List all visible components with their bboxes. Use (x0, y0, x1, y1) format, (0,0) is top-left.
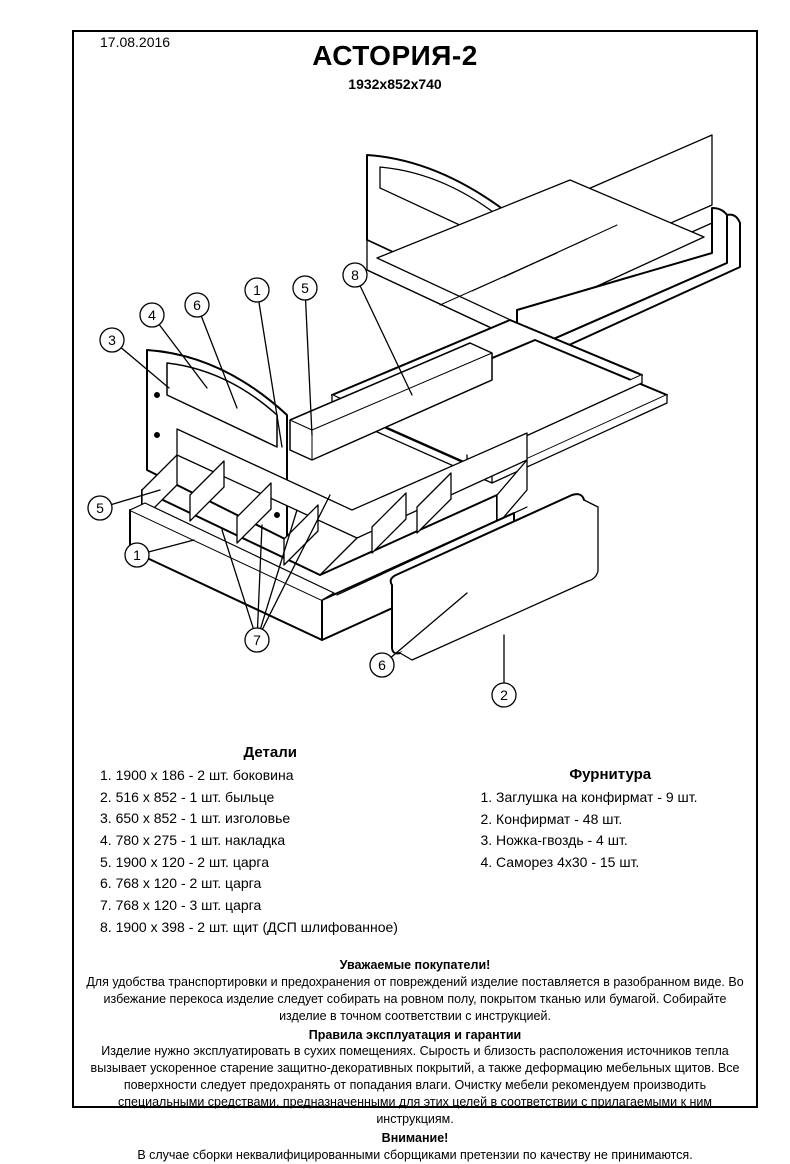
hardware-heading: Фурнитура (480, 766, 740, 783)
assembly-diagram: 3 4 6 1 5 8 5 1 7 6 2 (72, 95, 758, 735)
instruction-notes: Уважаемые покупатели! Для удобства транс… (82, 955, 748, 1164)
parts-item: 8. 1900 x 398 - 2 шт. щит (ДСП шлифованн… (100, 917, 440, 939)
callout-number: 5 (301, 280, 309, 296)
notes-para-2: Изделие нужно эксплуатировать в сухих по… (82, 1043, 748, 1127)
parts-item: 6. 768 x 120 - 2 шт. царга (100, 873, 440, 895)
product-dimensions: 1932x852x740 (0, 76, 790, 92)
product-title: АСТОРИЯ-2 (0, 40, 790, 72)
parts-item: 1. 1900 x 186 - 2 шт. боковина (100, 765, 440, 787)
callout-number: 6 (193, 297, 201, 313)
callout-number: 5 (96, 500, 104, 516)
hardware-item: 2. Конфирмат - 48 шт. (480, 809, 740, 831)
parts-heading: Детали (100, 744, 440, 761)
callout-number: 4 (148, 307, 156, 323)
hardware-item: 4. Саморез 4x30 - 15 шт. (480, 852, 740, 874)
parts-lists: Детали 1. 1900 x 186 - 2 шт. боковина2. … (100, 744, 740, 939)
callout-number: 3 (108, 332, 116, 348)
parts-column: Детали 1. 1900 x 186 - 2 шт. боковина2. … (100, 744, 440, 939)
parts-item: 3. 650 x 852 - 1 шт. изголовье (100, 808, 440, 830)
hardware-item: 1. Заглушка на конфирмат - 9 шт. (480, 787, 740, 809)
parts-item: 5. 1900 x 120 - 2 шт. царга (100, 852, 440, 874)
parts-item: 4. 780 x 275 - 1 шт. накладка (100, 830, 440, 852)
callout-number: 6 (378, 657, 386, 673)
notes-heading-3: Внимание! (82, 1130, 748, 1147)
callout-number: 1 (253, 282, 261, 298)
callout-number: 7 (253, 632, 261, 648)
notes-heading-2: Правила эксплуатация и гарантии (82, 1027, 748, 1044)
parts-item: 2. 516 x 852 - 1 шт. быльце (100, 787, 440, 809)
callout-number: 2 (500, 687, 508, 703)
callout-number: 8 (351, 267, 359, 283)
notes-para-3: В случае сборки неквалифицированными сбо… (82, 1147, 748, 1164)
notes-para-1: Для удобства транспортировки и предохран… (82, 974, 748, 1025)
parts-item: 7. 768 x 120 - 3 шт. царга (100, 895, 440, 917)
callout-number: 1 (133, 547, 141, 563)
notes-heading-1: Уважаемые покупатели! (82, 957, 748, 974)
hardware-item: 3. Ножка-гвоздь - 4 шт. (480, 830, 740, 852)
hardware-column: Фурнитура 1. Заглушка на конфирмат - 9 ш… (480, 744, 740, 939)
